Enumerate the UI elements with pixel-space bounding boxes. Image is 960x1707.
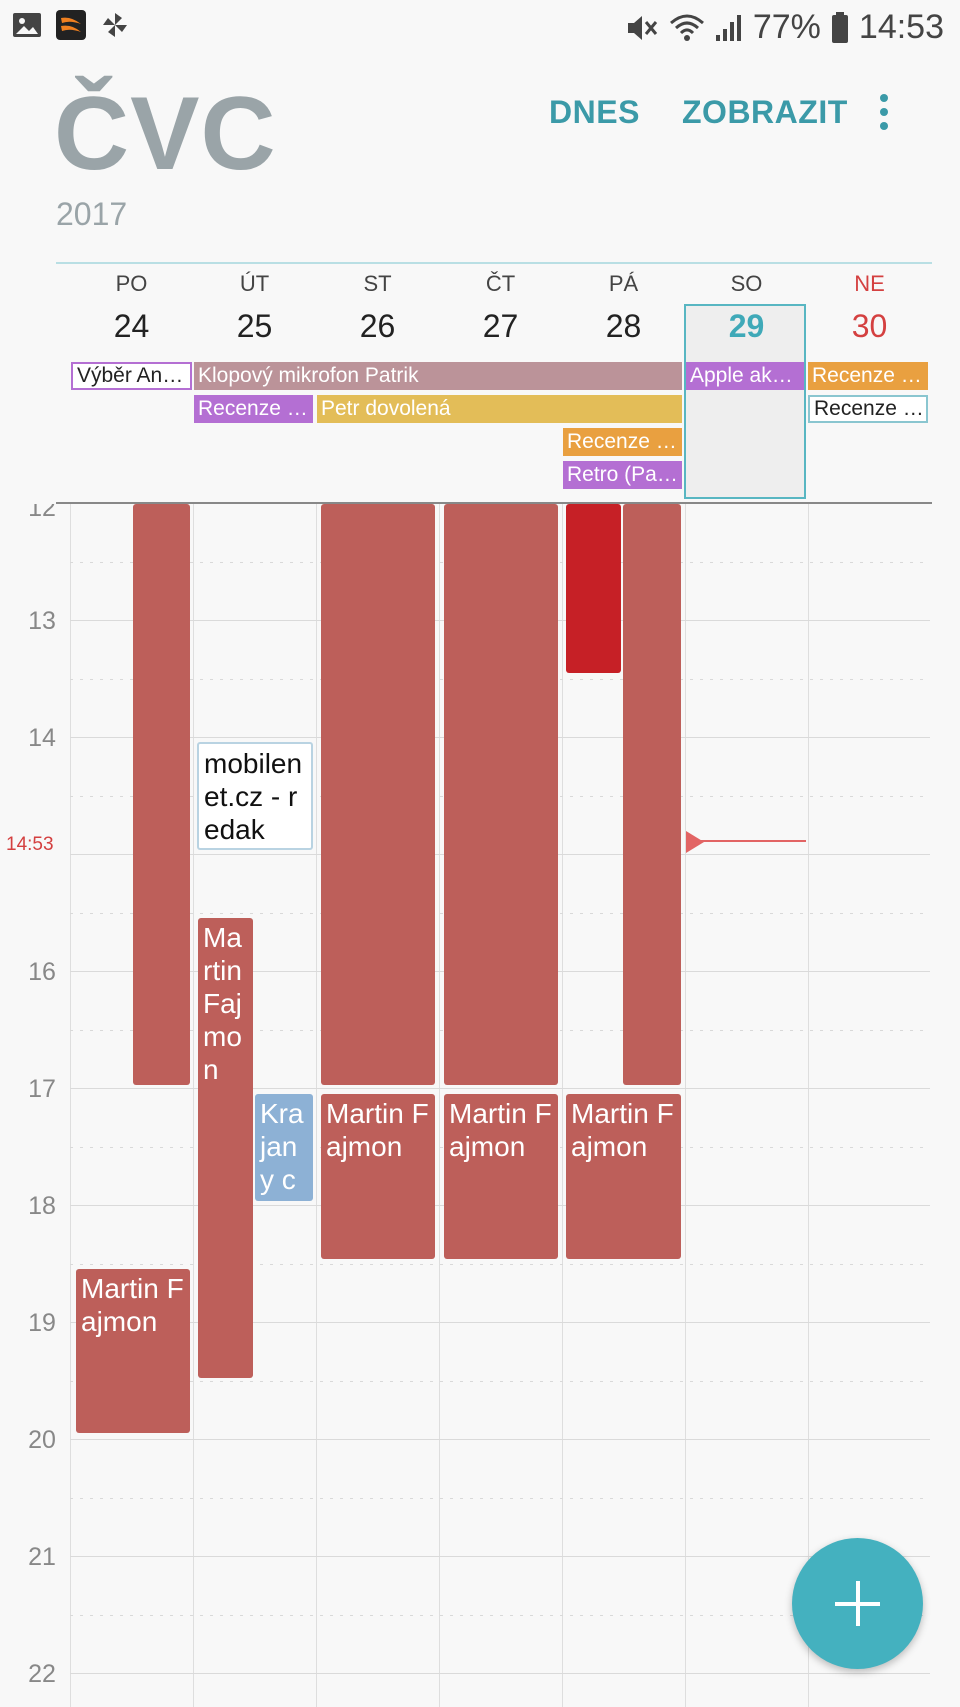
hour-label: 19: [28, 1309, 56, 1337]
hour-label: 18: [28, 1192, 56, 1220]
event-block[interactable]: mobilenet.cz - redakč…: [197, 742, 313, 850]
day-header-thu[interactable]: ČT 27: [439, 272, 562, 350]
day-number: 27: [482, 308, 519, 344]
header-divider: [56, 262, 932, 264]
mute-icon: [627, 15, 657, 40]
all-day-event[interactable]: Apple akad…: [686, 362, 804, 390]
day-of-week: PÁ: [608, 271, 639, 296]
today-column-highlight: [684, 304, 806, 499]
day-number: 25: [236, 308, 273, 344]
all-day-event[interactable]: Recenze Sa…: [563, 428, 682, 456]
day-header-mon[interactable]: PO 24: [70, 272, 193, 350]
hour-label: 21: [28, 1543, 56, 1571]
hour-label: 14: [28, 724, 56, 752]
event-block[interactable]: Martin Fajmon: [566, 1094, 681, 1259]
event-block[interactable]: [566, 504, 621, 673]
current-time-line: [686, 840, 806, 842]
hour-label: 22: [28, 1660, 56, 1688]
signal-icon: [715, 14, 741, 41]
hour-label: 12: [28, 504, 56, 522]
more-options-icon[interactable]: [872, 90, 896, 134]
current-time-label: 14:53: [6, 834, 54, 855]
event-block[interactable]: Krajany ch…: [255, 1094, 313, 1201]
hour-label: 13: [28, 607, 56, 635]
all-day-event[interactable]: Výběr Andr…: [71, 362, 192, 390]
all-day-event[interactable]: Recenze Sa…: [808, 395, 928, 423]
event-block[interactable]: [444, 504, 558, 1085]
day-header-fri[interactable]: PÁ 28: [562, 272, 685, 350]
day-number: 30: [851, 308, 888, 344]
day-header-tue[interactable]: ÚT 25: [193, 272, 316, 350]
event-block[interactable]: Martin Fajmon: [198, 918, 253, 1378]
all-day-event[interactable]: Recenze hr…: [194, 395, 313, 423]
all-day-event[interactable]: Recenze Sa…: [808, 362, 928, 390]
all-day-event[interactable]: Klopový mikrofon Patrik: [194, 362, 682, 390]
day-number: 28: [605, 308, 642, 344]
day-of-week: ST: [363, 271, 392, 296]
day-of-week: ČT: [485, 271, 516, 296]
battery-icon: [831, 11, 848, 43]
current-time-arrow: [686, 831, 704, 853]
time-grid[interactable]: 12 13 14 16 17 18 19 20 21 22 Martin Faj…: [0, 504, 960, 1707]
event-block[interactable]: [623, 504, 681, 1085]
day-of-week: SO: [730, 271, 763, 296]
all-day-divider: [56, 502, 932, 504]
day-number: 29: [728, 308, 765, 344]
event-block[interactable]: Martin Fajmon: [76, 1269, 190, 1433]
view-button[interactable]: ZOBRAZIT: [682, 94, 848, 130]
gallery-icon: [13, 13, 41, 37]
today-button[interactable]: DNES: [549, 94, 640, 130]
day-header-sat[interactable]: SO 29: [685, 272, 808, 350]
hour-label: 17: [28, 1075, 56, 1103]
all-day-event[interactable]: Petr dovolená: [317, 395, 682, 423]
hour-label: 16: [28, 958, 56, 986]
day-number: 24: [113, 308, 150, 344]
all-day-event[interactable]: Retro (Pavl…: [563, 461, 682, 489]
year-label: 2017: [56, 196, 128, 232]
month-title: ČVC: [54, 76, 277, 192]
battery-percent: 77%: [752, 8, 821, 46]
add-event-button[interactable]: [792, 1538, 923, 1669]
day-of-week: PO: [115, 271, 148, 296]
status-bar: 77% 14:53: [0, 0, 960, 60]
app-icon: [56, 10, 86, 40]
clock: 14:53: [858, 8, 944, 46]
event-block[interactable]: [321, 504, 435, 1085]
pinwheel-icon: [103, 13, 127, 37]
wifi-icon: [669, 14, 704, 41]
event-block[interactable]: [133, 504, 190, 1085]
hour-label: 20: [28, 1426, 56, 1454]
day-number: 26: [359, 308, 396, 344]
day-header-sun[interactable]: NE 30: [808, 272, 931, 350]
day-header-wed[interactable]: ST 26: [316, 272, 439, 350]
day-of-week: ÚT: [239, 271, 270, 296]
event-block[interactable]: Martin Fajmon: [321, 1094, 435, 1259]
day-of-week: NE: [854, 271, 885, 296]
event-block[interactable]: Martin Fajmon: [444, 1094, 558, 1259]
